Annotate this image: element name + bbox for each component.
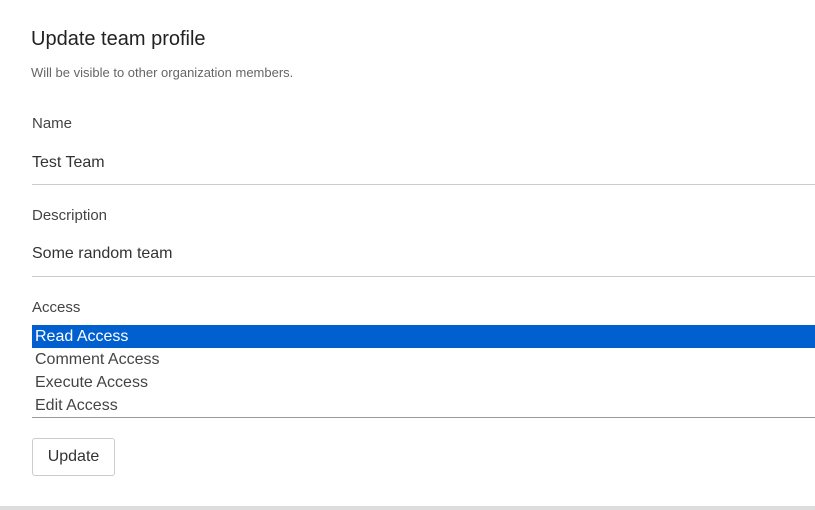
name-field-underline — [32, 184, 815, 185]
access-option-comment[interactable]: Comment Access — [35, 351, 160, 368]
name-label: Name — [32, 115, 73, 132]
description-field[interactable]: Some random team — [32, 245, 173, 262]
access-option-execute[interactable]: Execute Access — [35, 374, 148, 391]
access-listbox[interactable]: Read Access Comment Access Execute Acces… — [32, 325, 815, 418]
access-label: Access — [32, 299, 81, 316]
description-label: Description — [32, 207, 108, 224]
name-field[interactable]: Test Team — [32, 154, 105, 171]
bottom-divider — [0, 506, 815, 510]
page-title: Update team profile — [31, 28, 206, 50]
page-subtitle: Will be visible to other organization me… — [31, 65, 294, 80]
update-button[interactable]: Update — [32, 438, 115, 476]
description-field-underline — [32, 276, 815, 277]
access-option-read[interactable]: Read Access — [32, 325, 815, 348]
access-option-edit[interactable]: Edit Access — [35, 397, 118, 414]
